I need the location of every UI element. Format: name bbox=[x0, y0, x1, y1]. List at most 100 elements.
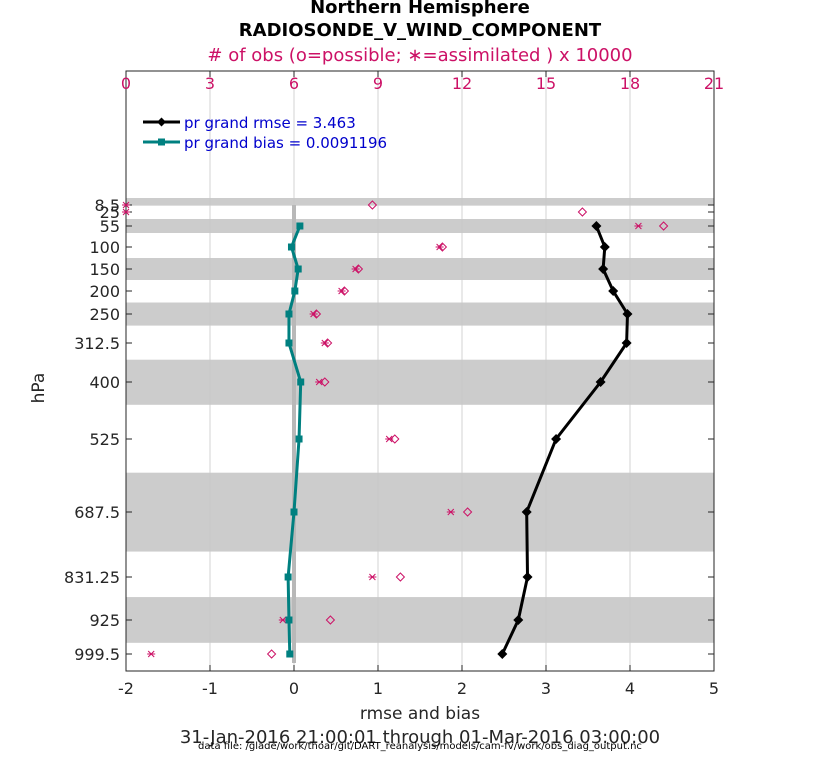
asterisk-stroke bbox=[310, 310, 317, 318]
bias-point bbox=[285, 339, 293, 347]
obs-assimilated-point bbox=[122, 208, 130, 216]
y-tick-label: 925 bbox=[89, 611, 120, 630]
y-tick-label: 312.5 bbox=[74, 334, 120, 353]
bias-point bbox=[295, 435, 303, 443]
y-tick-label: 999.5 bbox=[74, 645, 120, 664]
obs-possible-point bbox=[322, 338, 333, 348]
obs-assimilated-point bbox=[320, 339, 329, 347]
top-x-tick-label: 9 bbox=[373, 74, 383, 93]
legend-rmse-label: pr grand rmse = 3.463 bbox=[184, 114, 356, 132]
asterisk-stroke bbox=[321, 339, 329, 347]
x-tick-label: -1 bbox=[202, 679, 218, 698]
asterisk-stroke bbox=[122, 208, 130, 216]
series-layer bbox=[122, 200, 669, 659]
shaded-band bbox=[126, 198, 714, 206]
obs-possible-point bbox=[437, 242, 448, 252]
obs-assimilated-point bbox=[385, 435, 394, 443]
bias-point bbox=[297, 378, 305, 386]
date-range: 31-Jan-2016 21:00:01 through 01-Mar-2016… bbox=[180, 727, 660, 748]
top-axis-label: # of obs (o=possible; ∗=assimilated ) x … bbox=[207, 45, 632, 66]
x-tick-label: 0 bbox=[289, 679, 299, 698]
x-tick-label: 1 bbox=[373, 679, 383, 698]
rmse-point bbox=[608, 286, 619, 296]
x-tick-label: 2 bbox=[457, 679, 467, 698]
y-tick-label: 100 bbox=[89, 238, 120, 257]
obs-assimilated-point bbox=[368, 573, 377, 581]
legend-rmse-marker bbox=[157, 117, 166, 127]
top-x-tick-label: 18 bbox=[620, 74, 640, 93]
rmse-point bbox=[595, 377, 606, 387]
asterisk-stroke bbox=[279, 616, 287, 624]
y-tick-label: 525 bbox=[89, 430, 120, 449]
y-tick-label: 831.25 bbox=[64, 568, 120, 587]
obs-possible-point bbox=[390, 434, 400, 444]
y-tick-label: 250 bbox=[89, 305, 120, 324]
x-axis-label: rmse and bias bbox=[360, 704, 480, 724]
obs-possible-point bbox=[339, 286, 350, 296]
top-x-tick-label: 6 bbox=[289, 74, 299, 93]
obs-assimilated-point bbox=[435, 243, 444, 251]
obs-possible-point bbox=[325, 615, 336, 625]
obs-assimilated-point bbox=[351, 265, 360, 273]
x-tick-label: -2 bbox=[118, 679, 134, 698]
shaded-band bbox=[126, 302, 714, 326]
asterisk-stroke bbox=[315, 378, 323, 386]
bottom-x-axis: -2 -1 0 1 2 3 4 5 bbox=[118, 665, 719, 698]
bias-point bbox=[287, 243, 295, 251]
y-tick-label: 25 bbox=[100, 203, 120, 222]
asterisk-stroke bbox=[385, 435, 393, 443]
bias-point bbox=[291, 287, 299, 295]
obs-possible-point bbox=[395, 572, 406, 582]
bias-point bbox=[284, 573, 292, 581]
rmse-point bbox=[513, 615, 524, 625]
y-tick-label: 55 bbox=[100, 217, 120, 236]
top-x-tick-label: 3 bbox=[205, 74, 215, 93]
obs-possible-point bbox=[311, 309, 322, 319]
obs-assimilated-point bbox=[634, 222, 643, 230]
y-tick-label: 200 bbox=[89, 282, 120, 301]
rmse-point bbox=[551, 434, 562, 444]
obs-assimilated-point bbox=[309, 310, 318, 318]
rmse-point bbox=[522, 572, 533, 582]
rmse-point bbox=[598, 264, 609, 274]
legend-bias-label: pr grand bias = 0.0091196 bbox=[184, 134, 387, 152]
asterisk-stroke bbox=[436, 243, 443, 251]
asterisk-stroke bbox=[635, 222, 642, 230]
bias-point bbox=[294, 265, 302, 273]
chart-title: Northern Hemisphere bbox=[310, 0, 530, 18]
shaded-band bbox=[126, 219, 714, 233]
obs-assimilated-point bbox=[315, 378, 324, 386]
top-x-tick-label: 0 bbox=[121, 74, 131, 93]
rmse-point bbox=[622, 309, 633, 319]
x-tick-label: 5 bbox=[709, 679, 719, 698]
shaded-band bbox=[126, 597, 714, 643]
shaded-band bbox=[126, 359, 714, 405]
rmse-point bbox=[591, 221, 602, 231]
top-x-axis: 0 3 6 9 12 15 18 21 bbox=[121, 71, 724, 93]
bias-point bbox=[285, 310, 293, 318]
asterisk-stroke bbox=[352, 265, 359, 273]
legend-bias-marker bbox=[158, 138, 165, 146]
asterisk-stroke bbox=[338, 287, 345, 295]
y-tick-label: 400 bbox=[89, 373, 120, 392]
obs-assimilated-point bbox=[122, 201, 130, 209]
bias-point bbox=[286, 650, 294, 658]
obs-possible-point bbox=[266, 649, 277, 659]
obs-assimilated-point bbox=[337, 287, 346, 295]
obs-assimilated-point bbox=[446, 508, 455, 516]
asterisk-stroke bbox=[369, 573, 376, 581]
rmse-point bbox=[521, 507, 532, 517]
shaded-band bbox=[126, 472, 714, 552]
grid bbox=[209, 71, 631, 671]
rmse-point bbox=[621, 338, 632, 348]
x-tick-label: 4 bbox=[625, 679, 635, 698]
top-x-tick-label: 15 bbox=[536, 74, 556, 93]
shaded-band bbox=[126, 258, 714, 280]
rmse-point bbox=[497, 649, 508, 659]
bias-line bbox=[286, 225, 303, 655]
obs-possible-point bbox=[658, 221, 669, 231]
top-x-tick-label: 21 bbox=[704, 74, 724, 93]
y-tick-label: 687.5 bbox=[74, 503, 120, 522]
obs-possible-point bbox=[577, 207, 588, 217]
